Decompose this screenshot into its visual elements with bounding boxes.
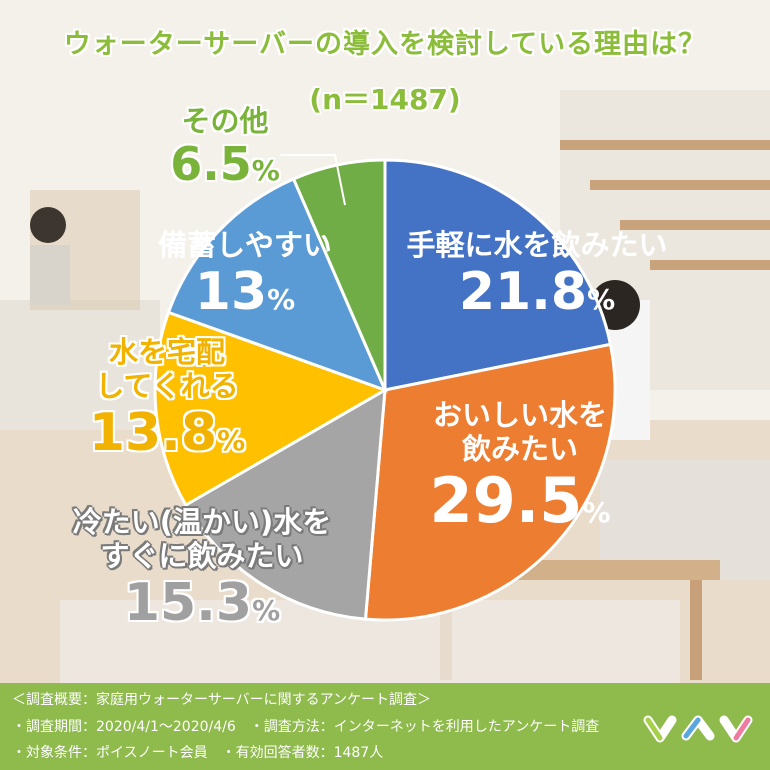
leader-line-other (280, 154, 346, 206)
slice-percent-1: 29.5% (429, 464, 611, 537)
pie-slice-5 (291, 158, 387, 391)
footer-line-2: ・調査期間：2020/4/1～2020/4/6 ・調査方法：インターネットを利用… (12, 719, 600, 735)
slice-label-5: その他 (181, 104, 269, 138)
footer-line-1: ＜調査概要：家庭用ウォーターサーバーに関するアンケート調査＞ (12, 692, 432, 708)
pie-slice-4 (166, 176, 388, 393)
label-slice-5: その他 6.5% (160, 104, 290, 197)
slice-label-1a: おいしい水を (432, 398, 607, 432)
footer-line-3: ・対象条件：ポイスノート会員 ・有効回答者数：1487人 (12, 745, 384, 761)
pie-slice-2 (183, 387, 387, 621)
chart-title: ウォーターサーバーの導入を検討している理由は？ (63, 29, 707, 60)
slice-percent-3: 13.8% (88, 403, 246, 463)
slice-percent-0: 21.8% (458, 262, 616, 322)
pie-slice-3 (153, 310, 389, 508)
slice-percent-4: 13% (194, 262, 296, 322)
slice-percent-5: 6.5% (170, 137, 280, 191)
slice-label-2a: 冷たい(温かい)水を (72, 505, 332, 539)
slice-label-0: 手軽に水を飲みたい (406, 228, 668, 262)
pie-slice-1 (363, 342, 617, 622)
label-slice-3: 水を宅配 してくれる 13.8% (72, 335, 262, 471)
label-slice-2: 冷たい(温かい)水を すぐに飲みたい 15.3% (52, 505, 352, 641)
slice-label-3b: してくれる (95, 369, 239, 403)
slice-label-3a: 水を宅配 (108, 335, 225, 369)
slice-label-2b: すぐに飲みたい (100, 539, 304, 573)
slice-percent-2: 15.3% (123, 573, 281, 633)
slice-label-4: 備蓄しやすい (158, 228, 332, 262)
brand-logo-icon (643, 715, 753, 743)
label-slice-0: 手軽に水を飲みたい 21.8% (382, 228, 692, 330)
survey-footer: ＜調査概要：家庭用ウォーターサーバーに関するアンケート調査＞ ・調査期間：202… (0, 683, 770, 770)
pie-slice-0 (383, 158, 613, 392)
chart-subtitle: (n＝1487) (309, 83, 461, 116)
slice-label-1b: 飲みたい (461, 432, 578, 466)
label-slice-1: おいしい水を 飲みたい 29.5% (400, 398, 640, 548)
label-slice-4: 備蓄しやすい 13% (150, 228, 340, 330)
